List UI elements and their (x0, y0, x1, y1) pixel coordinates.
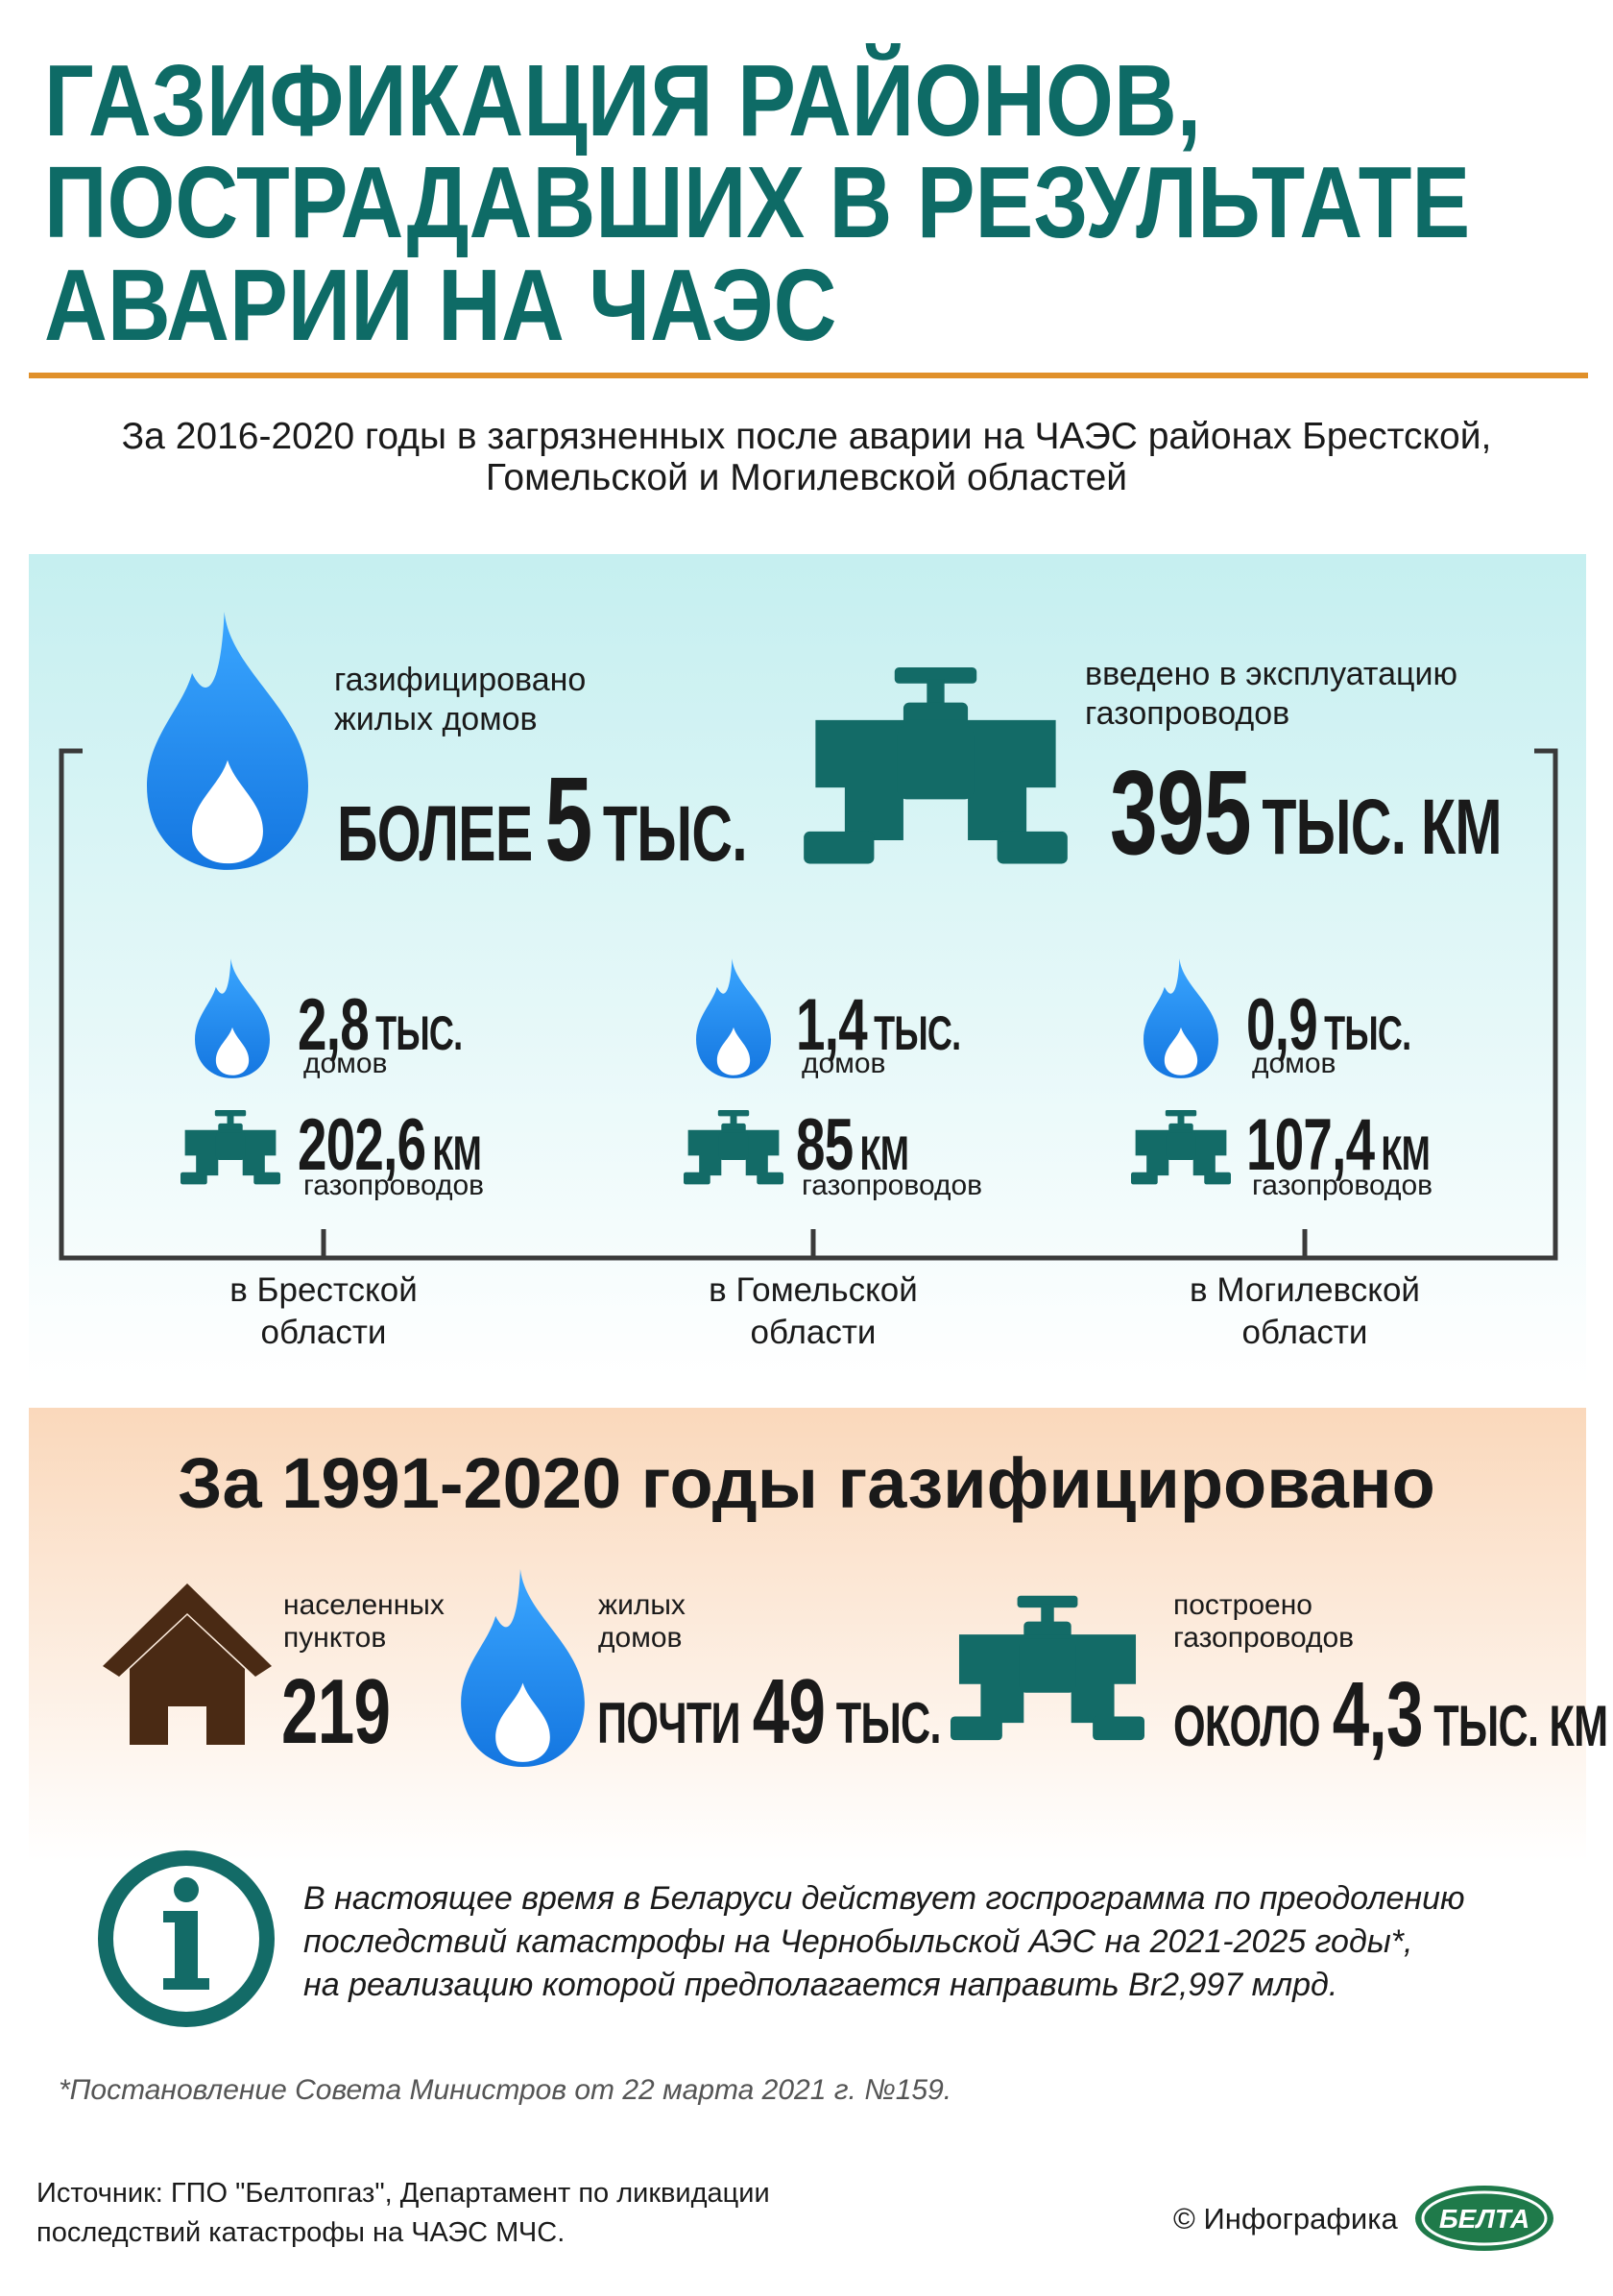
logo (1415, 2186, 1553, 2251)
big-number: ПОЧТИ 49 ТЫС. (597, 1666, 941, 1758)
logo-ring (1421, 2190, 1548, 2246)
value: 107,4 (1246, 1104, 1375, 1186)
unit: ТЫС. КМ (1433, 1694, 1608, 1758)
info-icon (98, 1850, 275, 2027)
unit: ТЫС. (602, 790, 748, 878)
value: 4,3 (1332, 1663, 1424, 1766)
unit: ТЫС. КМ (1262, 784, 1502, 871)
value: 5 (544, 754, 592, 886)
panel (29, 554, 1586, 1386)
unit: КМ (859, 1126, 909, 1180)
info-text: последствий катастрофы на Чернобыльской … (303, 1923, 1413, 1960)
big-number: ОКОЛО 4,3 ТЫС. КМ (1173, 1663, 1608, 1766)
info-text: на реализацию которой предполагается нап… (303, 1967, 1338, 2003)
label: построено газопроводов (1173, 1589, 1355, 1654)
region-houses: 2,8 ТЫС. (298, 984, 463, 1066)
prefix: ПОЧТИ (597, 1691, 741, 1755)
source: последствий катастрофы на ЧАЭС МЧС. (36, 2217, 566, 2248)
unit: КМ (1381, 1126, 1431, 1180)
region-houses: 1,4 ТЫС. (796, 984, 961, 1066)
value: 1,4 (796, 984, 868, 1066)
footnote: *Постановление Совета Министров от 22 ма… (59, 2074, 952, 2106)
region-pipes-label: газопроводов (802, 1170, 983, 1201)
value: 395 (1110, 747, 1252, 880)
label: населенных пунктов (283, 1589, 445, 1654)
big-number: 219 (281, 1666, 401, 1758)
source: Источник: ГПО "Белтопгаз", Департамент п… (36, 2178, 770, 2209)
unit: ТЫС. (375, 1006, 463, 1060)
title: АВАРИИ НА ЧАЭС (44, 249, 837, 362)
logo-text: БЕЛТА (1439, 2204, 1529, 2234)
unit: ТЫС. (835, 1691, 942, 1755)
intro: Гомельской и Могилевской областей (485, 457, 1128, 498)
title: ГАЗИФИКАЦИЯ РАЙОНОВ, (44, 44, 1202, 157)
info-text: В настоящее время в Беларуси действует г… (303, 1880, 1465, 1917)
intro: За 2016-2020 годы в загрязненных после а… (121, 416, 1492, 457)
house-icon (103, 1583, 272, 1745)
divider (29, 373, 1588, 378)
credit: © Инфографика (1173, 2202, 1398, 2236)
region-pipes-label: газопроводов (303, 1170, 485, 1201)
prefix: ОКОЛО (1173, 1694, 1321, 1758)
region-name: в Брестской области (229, 1271, 418, 1351)
unit: КМ (432, 1126, 482, 1180)
value: 219 (281, 1660, 391, 1763)
bracket-ticks (321, 1229, 1308, 1258)
big-number: 395 ТЫС. КМ (1110, 747, 1503, 880)
bracket (59, 748, 1558, 1261)
big-number: БОЛЕЕ 5 ТЫС. (337, 754, 748, 886)
label: введено в эксплуатацию газопроводов (1085, 656, 1457, 733)
region-houses-label: домов (1252, 1048, 1336, 1079)
panel (29, 1408, 1586, 1862)
value: 49 (752, 1660, 826, 1763)
value: 2,8 (298, 984, 370, 1066)
label: жилых домов (598, 1589, 686, 1654)
region-houses-label: домов (802, 1048, 886, 1079)
prefix: БОЛЕЕ (337, 790, 533, 878)
value: 0,9 (1246, 984, 1318, 1066)
region-houses: 0,9 ТЫС. (1246, 984, 1411, 1066)
region-pipes: 85 КМ (796, 1104, 909, 1186)
value: 85 (796, 1104, 854, 1186)
region-pipes: 202,6 КМ (298, 1104, 482, 1186)
title: ПОСТРАДАВШИХ В РЕЗУЛЬТАТЕ (44, 146, 1471, 259)
region-houses-label: домов (303, 1048, 388, 1079)
region-name: в Могилевской области (1190, 1271, 1420, 1351)
region-name: в Гомельской области (709, 1271, 918, 1351)
label: газифицировано жилых домов (334, 662, 587, 738)
region-pipes-label: газопроводов (1252, 1170, 1433, 1201)
unit: ТЫС. (874, 1006, 961, 1060)
unit: ТЫС. (1324, 1006, 1411, 1060)
value: 202,6 (298, 1104, 426, 1186)
region-pipes: 107,4 КМ (1246, 1104, 1431, 1186)
period-title: За 1991-2020 годы газифицировано (178, 1443, 1435, 1523)
